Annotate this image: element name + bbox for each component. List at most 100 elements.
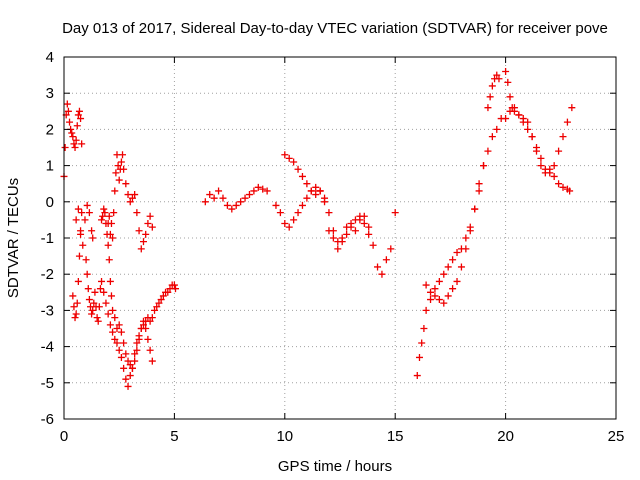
data-point <box>88 310 96 318</box>
data-point <box>343 230 351 238</box>
data-point <box>493 71 501 79</box>
data-point <box>559 183 567 191</box>
data-point <box>493 125 501 133</box>
data-point <box>85 296 93 304</box>
data-point <box>378 270 386 278</box>
data-point <box>215 187 223 195</box>
data-point <box>100 288 108 296</box>
data-point <box>528 133 536 141</box>
data-point <box>74 111 82 119</box>
data-point <box>139 238 147 246</box>
data-point <box>93 314 101 322</box>
data-point <box>555 147 563 155</box>
data-point <box>294 165 302 173</box>
data-point <box>111 314 119 322</box>
data-point <box>95 303 103 311</box>
x-tick-label: 0 <box>60 428 68 445</box>
data-point <box>427 288 435 296</box>
data-point <box>133 209 141 217</box>
data-point <box>77 230 85 238</box>
data-point <box>502 67 510 75</box>
data-point <box>382 256 390 264</box>
data-point <box>510 107 518 115</box>
data-point <box>294 209 302 217</box>
data-point <box>109 306 117 314</box>
data-point <box>250 187 258 195</box>
data-point <box>369 241 377 249</box>
data-point <box>115 176 123 184</box>
data-point <box>110 209 118 217</box>
data-point <box>506 93 514 101</box>
chart-title: Day 013 of 2017, Sidereal Day-to-day VTE… <box>62 20 608 37</box>
data-point <box>122 350 130 358</box>
data-point <box>312 183 320 191</box>
data-point <box>427 296 435 304</box>
data-point <box>524 125 532 133</box>
data-point <box>316 187 324 195</box>
data-point <box>422 281 430 289</box>
data-point <box>115 346 123 354</box>
data-point <box>466 227 474 235</box>
data-point <box>73 299 81 307</box>
data-point <box>106 277 114 285</box>
x-tick-label: 20 <box>497 428 514 445</box>
data-point <box>259 185 267 193</box>
data-point <box>96 285 104 293</box>
data-point <box>131 191 139 199</box>
data-point <box>102 299 110 307</box>
data-point <box>435 296 443 304</box>
data-point <box>89 234 97 242</box>
data-point <box>124 357 132 365</box>
data-point <box>90 299 98 307</box>
data-point <box>486 93 494 101</box>
data-point <box>131 350 139 358</box>
data-point <box>550 172 558 180</box>
data-point <box>107 220 115 228</box>
data-point <box>444 292 452 300</box>
data-point <box>281 220 289 228</box>
data-point <box>101 209 109 217</box>
data-point <box>566 187 574 195</box>
data-point <box>303 194 311 202</box>
data-point <box>79 241 87 249</box>
data-point <box>418 339 426 347</box>
y-tick-label: 2 <box>46 121 54 138</box>
data-point <box>74 205 82 213</box>
data-point <box>128 364 136 372</box>
data-point <box>66 118 74 126</box>
data-point <box>83 270 91 278</box>
data-point <box>99 212 107 220</box>
data-point <box>146 212 154 220</box>
data-point <box>78 140 86 148</box>
data-point <box>431 292 439 300</box>
data-point <box>223 201 231 209</box>
data-point <box>81 216 89 224</box>
data-point <box>133 339 141 347</box>
data-point <box>112 169 120 177</box>
data-point <box>210 194 218 202</box>
data-point <box>83 201 91 209</box>
y-tick-label: 4 <box>46 49 54 66</box>
data-point <box>135 227 143 235</box>
data-point <box>74 277 82 285</box>
data-point <box>82 256 90 264</box>
data-point <box>111 335 119 343</box>
data-point <box>435 277 443 285</box>
y-tick-label: 0 <box>46 194 54 211</box>
data-point <box>453 248 461 256</box>
data-point <box>431 285 439 293</box>
data-point <box>480 162 488 170</box>
data-point <box>88 227 96 235</box>
data-point <box>206 191 214 199</box>
data-point <box>157 296 165 304</box>
data-point <box>272 201 280 209</box>
data-point <box>440 299 448 307</box>
data-point <box>387 245 395 253</box>
data-point <box>351 216 359 224</box>
data-point <box>109 234 117 242</box>
y-tick-label: 3 <box>46 85 54 102</box>
data-point <box>365 230 373 238</box>
data-point <box>219 194 227 202</box>
data-points <box>60 67 576 390</box>
